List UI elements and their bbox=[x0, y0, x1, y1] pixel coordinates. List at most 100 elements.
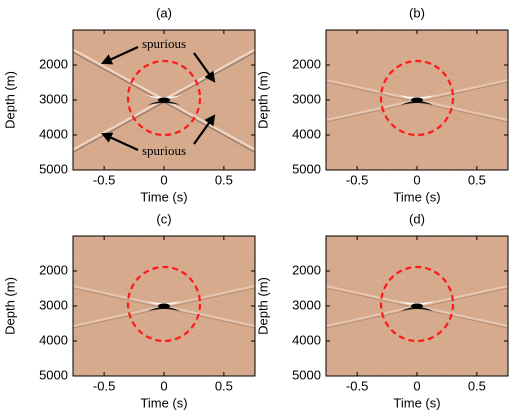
texture bbox=[352, 307, 508, 376]
texture bbox=[163, 236, 255, 277]
texture bbox=[73, 335, 165, 376]
texture bbox=[195, 236, 255, 263]
texture bbox=[326, 143, 386, 170]
texture bbox=[326, 87, 508, 169]
annotation: spurious bbox=[142, 143, 186, 158]
texture bbox=[416, 335, 508, 376]
texture bbox=[448, 143, 508, 170]
texture bbox=[73, 45, 255, 127]
x-tick-label: 0 bbox=[160, 172, 167, 187]
y-tick-label: 5000 bbox=[39, 367, 68, 382]
y-tick-label: 2000 bbox=[292, 56, 321, 71]
texture bbox=[384, 321, 508, 376]
event-center bbox=[158, 97, 170, 103]
texture bbox=[195, 349, 255, 376]
image-content bbox=[73, 236, 255, 376]
x-tick-label: 0.5 bbox=[468, 172, 486, 187]
texture bbox=[163, 335, 255, 376]
texture bbox=[163, 129, 255, 170]
focus-circle bbox=[126, 59, 202, 137]
event bbox=[148, 307, 180, 311]
x-axis-label: Time (s) bbox=[140, 395, 187, 410]
y-axis-label: Depth (m) bbox=[2, 71, 17, 129]
x-axis-label: Time (s) bbox=[393, 395, 440, 410]
y-tick-label: 4000 bbox=[39, 126, 68, 141]
texture bbox=[131, 321, 255, 376]
texture bbox=[73, 129, 165, 170]
y-tick-label: 3000 bbox=[292, 297, 321, 312]
y-tick-label: 3000 bbox=[39, 91, 68, 106]
x-tick-label: 0.5 bbox=[215, 172, 233, 187]
x-tick-label: -0.5 bbox=[93, 378, 115, 393]
texture bbox=[131, 115, 255, 170]
texture bbox=[73, 30, 133, 57]
texture bbox=[326, 30, 450, 85]
y-tick-label: 5000 bbox=[39, 161, 68, 176]
y-tick-label: 2000 bbox=[292, 262, 321, 277]
x-axis-label: Time (s) bbox=[140, 189, 187, 204]
texture bbox=[352, 101, 508, 170]
texture bbox=[416, 30, 508, 71]
arrow bbox=[193, 52, 216, 83]
y-tick-label: 5000 bbox=[292, 367, 321, 382]
texture bbox=[73, 236, 229, 305]
event-center bbox=[411, 303, 423, 309]
texture bbox=[73, 293, 255, 375]
texture bbox=[326, 236, 450, 291]
texture bbox=[326, 236, 482, 305]
arrow bbox=[193, 114, 216, 145]
panel: -0.5 0 0.5 2000 3000 4000 5000 (d) Time (s) Depth… bbox=[255, 211, 509, 410]
texture bbox=[384, 115, 508, 170]
arrow bbox=[100, 132, 139, 152]
texture bbox=[73, 236, 165, 277]
x-tick-label: 0.5 bbox=[468, 378, 486, 393]
y-axis-label: Depth (m) bbox=[255, 71, 270, 129]
texture bbox=[448, 236, 508, 263]
texture bbox=[73, 236, 133, 263]
x-tick-label: -0.5 bbox=[93, 172, 115, 187]
texture bbox=[326, 30, 418, 71]
texture bbox=[195, 30, 255, 57]
event bbox=[401, 307, 433, 311]
texture bbox=[326, 236, 386, 263]
texture bbox=[326, 30, 386, 57]
event bbox=[401, 101, 433, 105]
y-tick-label: 3000 bbox=[292, 91, 321, 106]
texture bbox=[416, 236, 508, 277]
event-center bbox=[411, 97, 423, 103]
y-axis-label: Depth (m) bbox=[255, 277, 270, 335]
texture bbox=[326, 129, 418, 170]
texture bbox=[73, 87, 255, 169]
focus-circle bbox=[379, 265, 455, 343]
image-content bbox=[326, 236, 508, 376]
texture bbox=[448, 349, 508, 376]
event-center bbox=[158, 303, 170, 309]
texture bbox=[73, 349, 133, 376]
y-tick-label: 4000 bbox=[292, 126, 321, 141]
event bbox=[148, 101, 180, 105]
texture bbox=[416, 129, 508, 170]
texture bbox=[326, 237, 508, 319]
texture bbox=[163, 30, 255, 71]
y-tick-label: 3000 bbox=[39, 297, 68, 312]
texture bbox=[326, 30, 482, 99]
event bbox=[146, 301, 182, 305]
image-content bbox=[326, 30, 508, 170]
texture bbox=[73, 30, 197, 85]
y-tick-label: 4000 bbox=[39, 332, 68, 347]
texture bbox=[326, 349, 386, 376]
x-tick-label: 0 bbox=[160, 378, 167, 393]
x-tick-label: -0.5 bbox=[346, 172, 368, 187]
texture bbox=[73, 236, 197, 291]
focus-circle bbox=[379, 59, 455, 137]
arrow bbox=[100, 45, 139, 65]
panel-title: (c) bbox=[156, 211, 171, 226]
texture bbox=[326, 31, 508, 113]
y-tick-label: 4000 bbox=[292, 332, 321, 347]
panel: -0.5 0 0.5 2000 3000 4000 5000 (b) Time (s) Depth… bbox=[255, 5, 509, 204]
x-tick-label: 0.5 bbox=[215, 378, 233, 393]
x-tick-label: -0.5 bbox=[346, 378, 368, 393]
y-axis-label: Depth (m) bbox=[2, 277, 17, 335]
panel-title: (b) bbox=[409, 5, 425, 20]
